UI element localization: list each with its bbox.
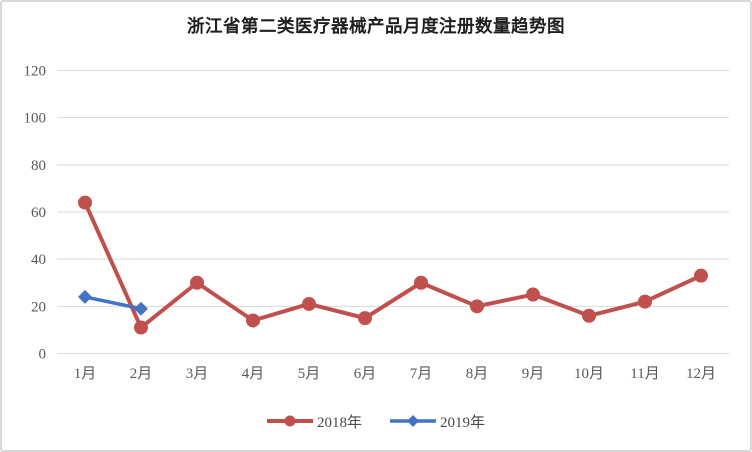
series-line-2019年 bbox=[83, 295, 143, 311]
x-axis-tick-label: 7月 bbox=[410, 366, 433, 382]
y-axis-tick-label: 120 bbox=[24, 64, 47, 80]
series-line-2018年 bbox=[83, 200, 703, 330]
y-axis-tick-label: 100 bbox=[24, 111, 47, 127]
x-axis-tick-label: 8月 bbox=[466, 366, 489, 382]
chart-legend: 2018年 2019年 bbox=[0, 406, 752, 436]
data-point-marker-2019年 bbox=[134, 301, 148, 316]
y-axis-tick-label: 60 bbox=[31, 205, 46, 221]
y-axis-tick-label: 20 bbox=[31, 299, 46, 315]
data-point-marker-2018年 bbox=[246, 313, 260, 328]
y-axis-tick-label: 40 bbox=[31, 252, 46, 268]
data-point-marker-2018年 bbox=[638, 294, 652, 309]
data-point-marker-2018年 bbox=[78, 195, 92, 210]
x-axis-tick-label: 11月 bbox=[630, 366, 659, 382]
x-axis-tick-label: 6月 bbox=[354, 366, 377, 382]
data-point-marker-2018年 bbox=[358, 311, 372, 326]
x-axis-tick-label: 10月 bbox=[574, 366, 604, 382]
data-point-marker-2018年 bbox=[414, 275, 428, 290]
data-point-marker-2018年 bbox=[190, 275, 204, 290]
data-point-marker-2018年 bbox=[470, 299, 484, 314]
legend-label: 2019年 bbox=[440, 414, 486, 431]
legend-marker-diamond-icon bbox=[390, 415, 436, 427]
x-axis-tick-label: 1月 bbox=[74, 366, 97, 382]
data-point-marker-2018年 bbox=[582, 308, 596, 323]
y-axis-tick-label: 80 bbox=[31, 158, 46, 174]
legend-marker-circle-icon bbox=[266, 415, 313, 427]
data-point-marker-2018年 bbox=[302, 296, 316, 311]
data-point-marker-2019年 bbox=[78, 289, 92, 304]
x-axis-tick-label: 4月 bbox=[242, 366, 265, 382]
legend-item-2019年: 2019年 bbox=[390, 411, 485, 432]
legend-diamond bbox=[407, 415, 419, 427]
x-axis-tick-label: 2月 bbox=[130, 366, 153, 382]
legend-label: 2018年 bbox=[316, 414, 362, 431]
x-axis-tick-label: 3月 bbox=[186, 366, 209, 382]
x-axis-tick-label: 9月 bbox=[522, 366, 545, 382]
x-axis-tick-label: 5月 bbox=[298, 366, 321, 382]
y-axis-tick-label: 0 bbox=[39, 347, 47, 363]
legend-circle bbox=[284, 415, 296, 427]
data-point-marker-2018年 bbox=[694, 268, 708, 283]
x-axis-tick-label: 12月 bbox=[686, 366, 716, 382]
chart-title: 浙江省第二类医疗器械产品月度注册数量趋势图 bbox=[187, 16, 565, 36]
data-point-marker-2018年 bbox=[134, 320, 148, 335]
data-point-marker-2018年 bbox=[526, 287, 540, 302]
legend-item-2018年: 2018年 bbox=[266, 411, 362, 432]
